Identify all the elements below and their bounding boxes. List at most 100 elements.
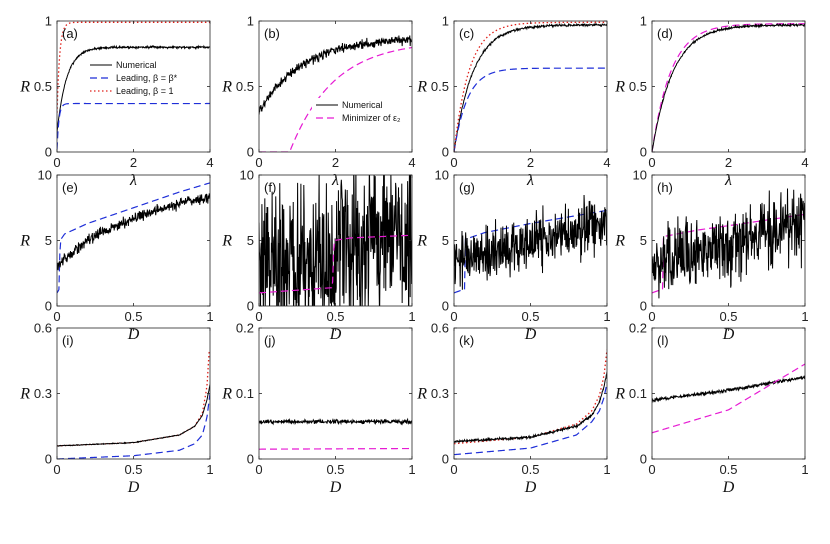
y-tick-label: 10 <box>633 168 647 183</box>
axes-box <box>651 327 806 460</box>
series-group <box>454 21 607 152</box>
y-tick-label: 0 <box>442 299 449 314</box>
series-numerical-line <box>259 175 412 306</box>
x-tick-label: 0 <box>450 309 457 324</box>
x-axis-label: λ <box>724 172 732 189</box>
axes-box <box>453 20 608 153</box>
x-axis-label: λ <box>331 172 339 189</box>
x-tick-label: 0.5 <box>326 309 344 324</box>
panel-label: (a) <box>62 26 78 41</box>
x-tick-label: 0 <box>450 462 457 477</box>
y-axis-label: R <box>221 79 232 96</box>
series-numerical-line <box>259 35 412 115</box>
y-tick-label: 0 <box>640 299 647 314</box>
series-group <box>454 194 607 294</box>
legend-box <box>312 98 409 130</box>
legend-b: Numerical Minimizer of ε₂ <box>312 98 409 130</box>
y-tick-label: 0 <box>247 299 254 314</box>
x-tick-label: 2 <box>527 155 534 170</box>
legend-entry: Leading, β = β* <box>116 73 178 83</box>
series-group <box>259 417 412 450</box>
x-tick-label: 0.5 <box>124 309 142 324</box>
y-tick-label: 0.3 <box>34 386 52 401</box>
x-tick-label: 4 <box>603 155 610 170</box>
panel-j: 0 0.5 1 0 0.1 0.2 D R (j) <box>221 321 415 497</box>
x-tick-label: 0 <box>255 309 262 324</box>
x-tick-label: 1 <box>206 309 213 324</box>
y-axis-label: R <box>19 233 30 250</box>
x-tick-label: 0.5 <box>719 309 737 324</box>
y-tick-label: 0 <box>247 452 254 467</box>
y-tick-label: 0.6 <box>431 321 449 336</box>
panel-label: (d) <box>657 26 673 41</box>
x-axis-label: λ <box>526 172 534 189</box>
x-tick-label: 0.5 <box>521 309 539 324</box>
legend-entry: Minimizer of ε₂ <box>342 113 401 123</box>
y-tick-label: 0 <box>640 145 647 160</box>
x-tick-label: 2 <box>332 155 339 170</box>
x-tick-label: 0 <box>648 155 655 170</box>
x-tick-label: 4 <box>408 155 415 170</box>
y-tick-label: 0.3 <box>431 386 449 401</box>
legend-entry: Leading, β = 1 <box>116 86 173 96</box>
x-tick-label: 1 <box>408 309 415 324</box>
x-axis-label: D <box>127 326 140 343</box>
series-blue-line <box>57 393 210 459</box>
series-magenta-line <box>259 234 412 294</box>
panel-a: 0 2 4 0 0.5 1 λ R (a) <box>19 14 213 190</box>
x-tick-label: 1 <box>801 462 808 477</box>
x-tick-label: 0 <box>648 462 655 477</box>
panel-b: 0 2 4 0 0.5 1 λ R (b) <box>221 14 415 190</box>
series-group <box>652 22 805 152</box>
panel-i: 0 0.5 1 0 0.3 0.6 D R (i) <box>19 321 213 497</box>
panel-label: (c) <box>459 26 474 41</box>
panel-d: 0 2 4 0 0.5 1 λ R (d) <box>614 14 808 190</box>
y-tick-label: 1 <box>442 14 449 29</box>
x-tick-label: 1 <box>603 309 610 324</box>
series-blue-line <box>454 382 607 456</box>
x-tick-label: 0 <box>53 462 60 477</box>
y-tick-label: 0.5 <box>34 79 52 94</box>
series-numerical-line <box>454 371 607 444</box>
x-tick-label: 0 <box>255 155 262 170</box>
series-numerical-line <box>57 193 210 271</box>
x-tick-label: 0.5 <box>719 462 737 477</box>
y-tick-label: 5 <box>442 233 449 248</box>
y-tick-label: 0.5 <box>431 79 449 94</box>
y-tick-label: 10 <box>240 168 254 183</box>
axes-box <box>651 20 806 153</box>
y-tick-label: 0.1 <box>629 386 647 401</box>
legend-entry: Numerical <box>342 100 383 110</box>
x-tick-label: 2 <box>725 155 732 170</box>
x-axis-label: D <box>524 326 537 343</box>
series-red-line <box>57 349 210 447</box>
series-blue-line <box>57 102 210 150</box>
y-axis-label: R <box>614 79 625 96</box>
x-tick-label: 0 <box>255 462 262 477</box>
series-magenta-line <box>259 46 412 152</box>
y-axis-label: R <box>416 79 427 96</box>
series-group <box>57 182 210 294</box>
axes-box <box>56 327 211 460</box>
panel-label: (b) <box>264 26 280 41</box>
series-blue-line <box>57 182 210 294</box>
x-tick-label: 4 <box>801 155 808 170</box>
series-group <box>652 188 805 299</box>
y-axis-label: R <box>221 233 232 250</box>
y-tick-label: 10 <box>435 168 449 183</box>
y-tick-label: 5 <box>640 233 647 248</box>
x-tick-label: 1 <box>206 462 213 477</box>
series-numerical-line <box>652 188 805 299</box>
y-tick-label: 0 <box>442 452 449 467</box>
y-tick-label: 0.2 <box>236 321 254 336</box>
x-tick-label: 2 <box>130 155 137 170</box>
series-group <box>259 175 412 306</box>
x-axis-label: D <box>329 326 342 343</box>
panel-label: (f) <box>264 180 276 195</box>
y-tick-label: 0.5 <box>236 79 254 94</box>
y-tick-label: 0 <box>45 145 52 160</box>
